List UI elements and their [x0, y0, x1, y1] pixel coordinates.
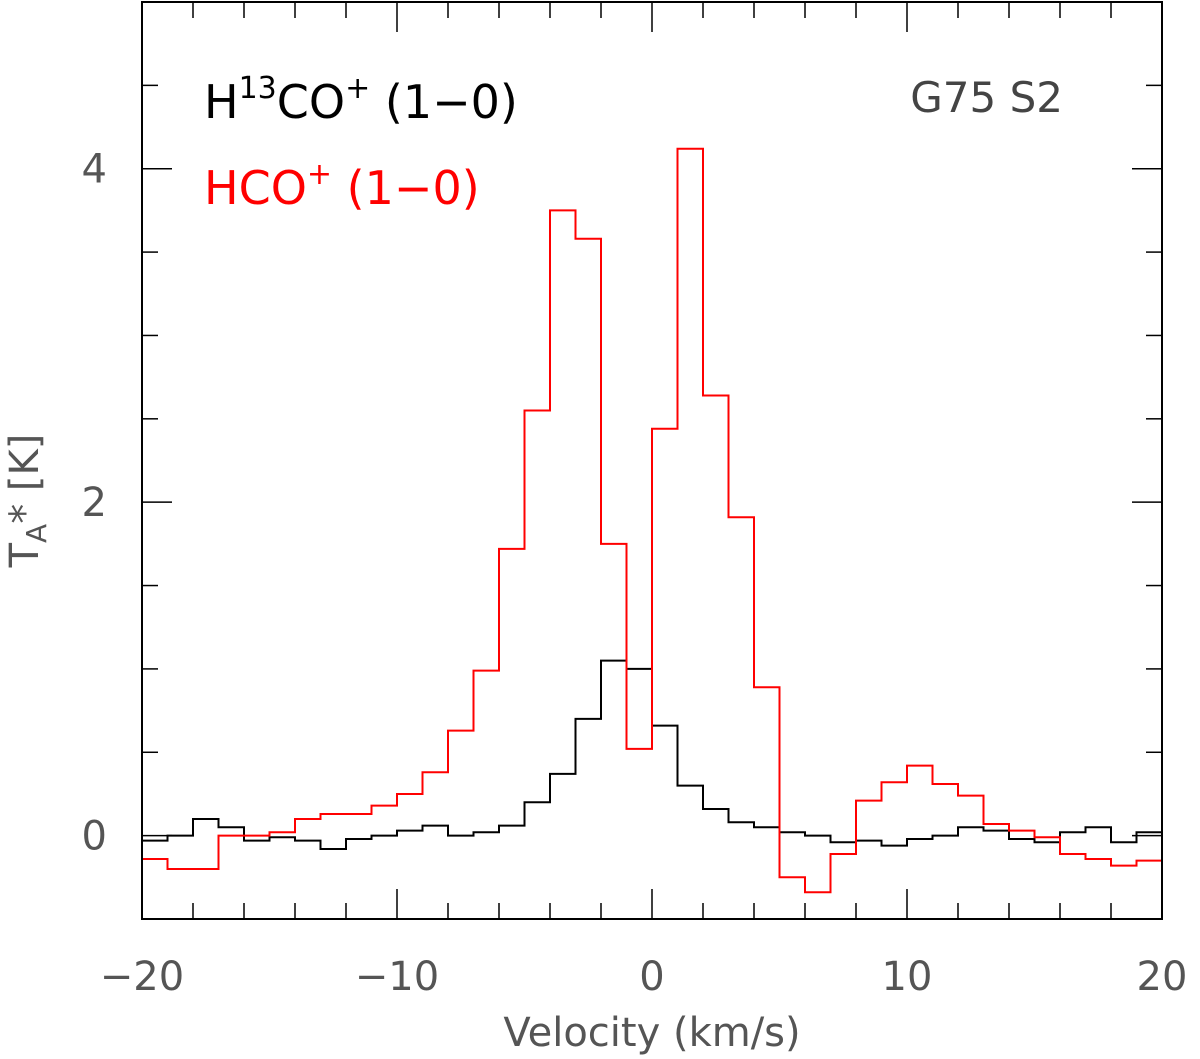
x-tick-label: 0: [639, 954, 664, 1000]
y-axis-title-main: T: [2, 542, 48, 568]
legend-h13co: H13CO+ (1−0): [204, 71, 518, 129]
y-tick-label: 4: [82, 147, 107, 193]
legend-hco: HCO+ (1−0): [204, 157, 480, 215]
x-tick-label: −10: [355, 954, 439, 1000]
y-axis-title-rest: * [K]: [2, 434, 48, 524]
x-tick-label: 20: [1137, 954, 1188, 1000]
y-tick-labels: 0 2 4: [82, 147, 107, 860]
legend-h13co-mid: CO: [277, 75, 345, 129]
y-axis-title-sub: A: [20, 524, 53, 543]
y-tick-label: 0: [82, 814, 107, 860]
legend-h13co-sup2: +: [345, 71, 370, 106]
y-tick-label: 2: [82, 480, 107, 526]
series-layer: [142, 147, 1162, 894]
x-tick-label: 10: [882, 954, 933, 1000]
x-tick-labels: −20 −10 0 10 20: [100, 954, 1188, 1000]
series-hco-line: [142, 147, 1162, 894]
x-tick-label: −20: [100, 954, 184, 1000]
y-axis-title: TA* [K]: [2, 434, 53, 569]
legend-h13co-sup: 13: [239, 71, 277, 106]
x-axis-title: Velocity (km/s): [503, 1010, 800, 1056]
legend-hco-sup: +: [307, 157, 332, 192]
legend-hco-base: HCO: [204, 161, 307, 215]
legend-hco-tail: (1−0): [332, 161, 480, 215]
legend-h13co-base: H: [204, 75, 239, 129]
source-annotation: G75 S2: [910, 73, 1063, 122]
plot-frame: [141, 1, 1163, 920]
legend-h13co-tail: (1−0): [370, 75, 518, 129]
